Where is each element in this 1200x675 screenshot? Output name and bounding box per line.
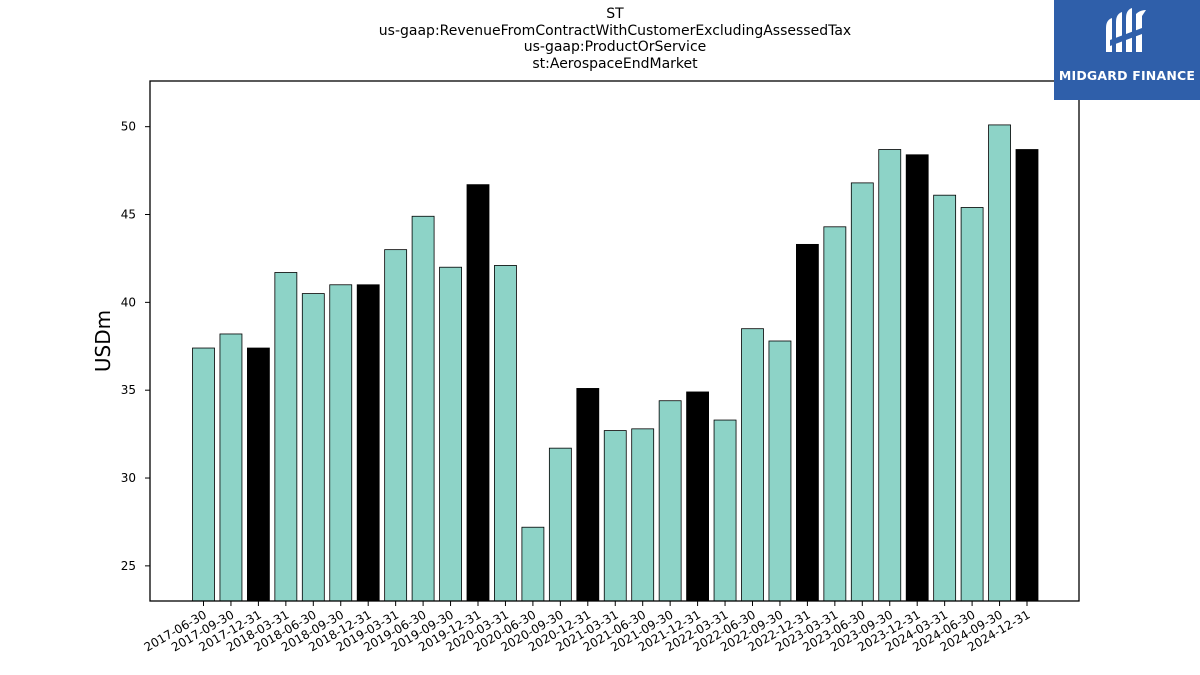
bar-2019-12-31 xyxy=(467,185,489,601)
bars-group xyxy=(193,125,1039,601)
y-tick-label: 40 xyxy=(121,295,136,309)
midgard-finance-logo: MIDGARD FINANCE xyxy=(1054,0,1200,100)
bar-2017-12-31 xyxy=(247,348,269,601)
logo-text: MIDGARD FINANCE xyxy=(1054,68,1200,83)
bar-2023-03-31 xyxy=(824,227,846,601)
y-tick-label: 25 xyxy=(121,559,136,573)
bar-2020-09-30 xyxy=(549,448,571,601)
bar-2022-06-30 xyxy=(742,329,764,601)
bar-2020-12-31 xyxy=(577,388,599,601)
bar-2020-03-31 xyxy=(494,265,516,601)
bar-2022-03-31 xyxy=(714,420,736,601)
bar-2019-09-30 xyxy=(440,267,462,601)
bar-2020-06-30 xyxy=(522,527,544,601)
bar-2021-06-30 xyxy=(632,429,654,601)
bar-2024-03-31 xyxy=(934,195,956,601)
x-axis: 2017-06-302017-09-302017-12-312018-03-31… xyxy=(142,601,1033,654)
bar-2021-09-30 xyxy=(659,401,681,601)
bar-2017-06-30 xyxy=(193,348,215,601)
bar-2023-09-30 xyxy=(879,150,901,601)
bar-2018-09-30 xyxy=(330,285,352,601)
bar-2018-06-30 xyxy=(302,294,324,601)
bar-2021-12-31 xyxy=(687,392,709,601)
y-tick-label: 35 xyxy=(121,383,136,397)
y-axis-label: USDm xyxy=(91,310,115,372)
y-tick-label: 50 xyxy=(121,120,136,134)
bar-2023-12-31 xyxy=(906,155,928,601)
bar-2023-06-30 xyxy=(851,183,873,601)
y-tick-label: 30 xyxy=(121,471,136,485)
bar-2018-12-31 xyxy=(357,285,379,601)
bar-2022-12-31 xyxy=(796,244,818,601)
bar-2024-06-30 xyxy=(961,207,983,601)
y-axis: 25 30 35 40 45 50 xyxy=(121,120,150,573)
bar-2019-06-30 xyxy=(412,216,434,601)
bar-2024-09-30 xyxy=(989,125,1011,601)
bar-2021-03-31 xyxy=(604,431,626,601)
bar-2022-09-30 xyxy=(769,341,791,601)
bar-2024-12-31 xyxy=(1016,150,1038,601)
bar-2017-09-30 xyxy=(220,334,242,601)
bar-2018-03-31 xyxy=(275,272,297,601)
y-tick-label: 45 xyxy=(121,208,136,222)
bar-2019-03-31 xyxy=(385,250,407,601)
midgard-logo-icon xyxy=(1102,8,1152,64)
